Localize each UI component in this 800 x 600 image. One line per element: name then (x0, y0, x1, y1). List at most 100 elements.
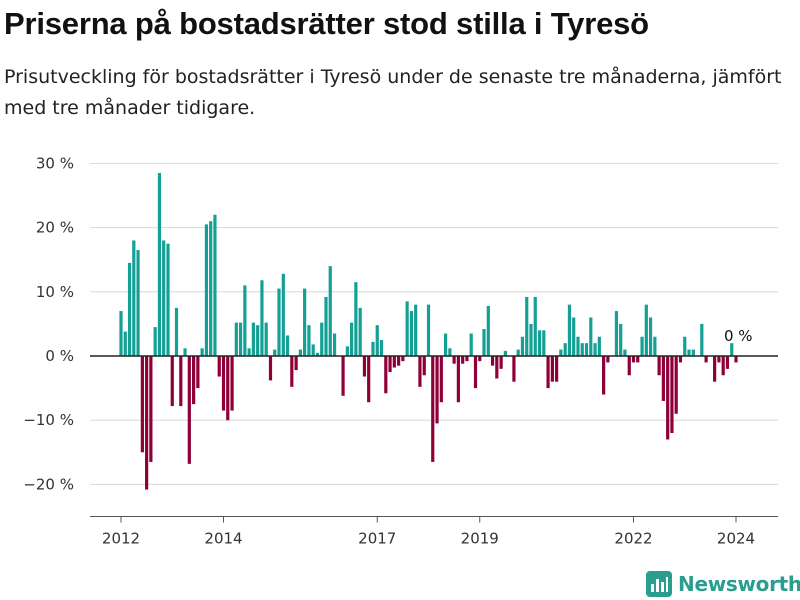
bar (209, 221, 213, 356)
bar (345, 346, 349, 356)
bar (631, 356, 636, 363)
bar (674, 356, 678, 414)
bar (307, 325, 311, 356)
bar (251, 322, 255, 356)
bar (426, 304, 431, 356)
labels: 30 % 20 % 10 % 0 % −10 % −20 % 2012 2014 2017 201… (23, 154, 755, 547)
bar (371, 341, 375, 356)
bar (123, 331, 127, 356)
y-tick-label: 30 % (36, 154, 74, 172)
bar (290, 356, 294, 387)
bar (401, 356, 405, 362)
newsworthy-logo-icon (646, 571, 672, 597)
bar (580, 343, 584, 356)
bar (589, 317, 593, 356)
bar (226, 356, 230, 421)
bar (324, 296, 328, 356)
bar (157, 173, 162, 356)
bar (179, 356, 183, 407)
bar (512, 356, 516, 382)
bar (397, 356, 401, 366)
bar (640, 336, 644, 356)
x-tick-label: 2012 (102, 530, 140, 548)
bar (537, 330, 542, 356)
bar (221, 356, 226, 411)
bar (734, 356, 738, 363)
bar (303, 288, 307, 356)
bar (721, 356, 725, 376)
bar (503, 350, 507, 356)
bar (584, 343, 589, 356)
bar (294, 356, 298, 371)
bar (602, 356, 606, 395)
bar (341, 356, 345, 396)
bar (166, 243, 170, 356)
bar (238, 322, 243, 356)
bar (268, 356, 273, 381)
bar (627, 356, 631, 376)
bar (623, 349, 627, 356)
bar (183, 348, 187, 356)
bar (204, 224, 209, 356)
bar (448, 348, 452, 356)
bars (119, 173, 738, 490)
y-tick-label: −20 % (23, 475, 74, 493)
bar (174, 307, 179, 356)
bar (192, 356, 196, 405)
bar (384, 356, 388, 394)
bar (657, 356, 661, 376)
bar (725, 356, 730, 369)
bar (700, 323, 704, 356)
bar (119, 311, 123, 356)
bar (490, 356, 495, 366)
bar (435, 356, 439, 424)
bar (414, 304, 418, 356)
bar (520, 336, 525, 356)
bar (367, 356, 371, 403)
bar (422, 356, 426, 376)
bar (200, 348, 204, 356)
bar (542, 330, 546, 356)
bar (614, 311, 619, 356)
bar (217, 356, 221, 377)
bar (704, 356, 708, 363)
bar (132, 240, 136, 356)
bar (379, 339, 384, 356)
bar (234, 322, 238, 356)
chart-title: Priserna på bostadsrätter stod stilla i … (4, 6, 649, 41)
bar (149, 356, 153, 462)
bar (563, 343, 567, 356)
bar (298, 349, 302, 356)
bar (666, 356, 670, 440)
bar (559, 349, 563, 356)
bar (136, 250, 140, 356)
bar (452, 356, 456, 364)
bar (550, 356, 554, 382)
bar (153, 327, 157, 356)
bar (405, 301, 409, 356)
x-tick-label: 2014 (204, 530, 242, 548)
bar (187, 356, 191, 464)
bar (661, 356, 665, 401)
bar (350, 322, 354, 356)
x-tick-label: 2022 (614, 530, 652, 548)
bar (567, 304, 572, 356)
y-tick-label: 0 % (45, 347, 74, 365)
bar (409, 311, 414, 356)
bar (328, 266, 332, 356)
bar (388, 356, 392, 373)
bar (478, 356, 482, 362)
bar (162, 240, 166, 356)
y-tick-label: 20 % (36, 219, 74, 237)
bar (576, 336, 580, 356)
bar (281, 273, 285, 356)
bar (170, 356, 174, 407)
bar (256, 325, 260, 356)
bar (495, 356, 499, 379)
bar (499, 356, 503, 369)
bar (465, 356, 469, 362)
bar (273, 349, 277, 356)
y-tick-label: 10 % (36, 283, 74, 301)
bar (230, 356, 234, 411)
bar (264, 322, 268, 356)
